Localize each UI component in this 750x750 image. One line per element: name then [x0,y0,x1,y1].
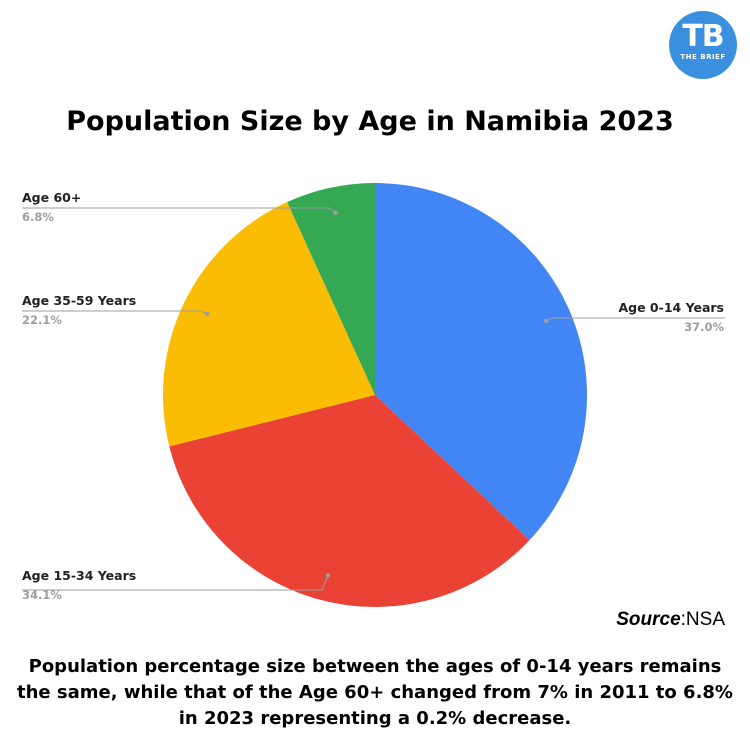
leader-dot-age-35-59-years [204,311,210,317]
pie-slice-age-15-34-years [169,395,530,607]
slice-label-age-60: Age 60+ [22,190,81,205]
caption-text: Population percentage size between the a… [17,656,733,729]
slice-label-age-15-34-years: Age 15-34 Years [22,568,136,583]
leader-line-age-35-59-years [22,310,208,315]
leader-line-age-60 [22,207,336,214]
leader-dot-age-60 [333,210,338,215]
slice-value-age-60: 6.8% [22,210,54,224]
brand-logo: TB THE BRIEF [669,11,737,79]
brand-mark: TB [682,19,724,54]
pie-slice-age-0-14-years [375,183,587,541]
pie-slice-age-60 [287,183,375,395]
slice-value-age-15-34-years: 34.1% [22,588,62,602]
slice-value-age-35-59-years: 22.1% [22,313,62,327]
pie-slice-age-35-59-years [162,202,375,447]
slice-value-age-0-14-years: 37.0% [684,320,724,334]
leader-line-age-15-34-years [22,575,329,591]
slice-label-age-35-59-years: Age 35-59 Years [22,293,136,308]
source-note: Source:NSA [616,608,725,632]
leader-line-age-0-14-years [545,317,725,322]
leader-dot-age-15-34-years [325,573,331,578]
leader-dot-age-0-14-years [544,318,549,324]
chart-title: Population Size by Age in Namibia 2023 [66,106,674,137]
source-label: Source [616,609,681,630]
brand-tagline: THE BRIEF [680,53,726,61]
source-value: :NSA [680,609,725,630]
slice-label-age-0-14-years: Age 0-14 Years [618,300,724,315]
